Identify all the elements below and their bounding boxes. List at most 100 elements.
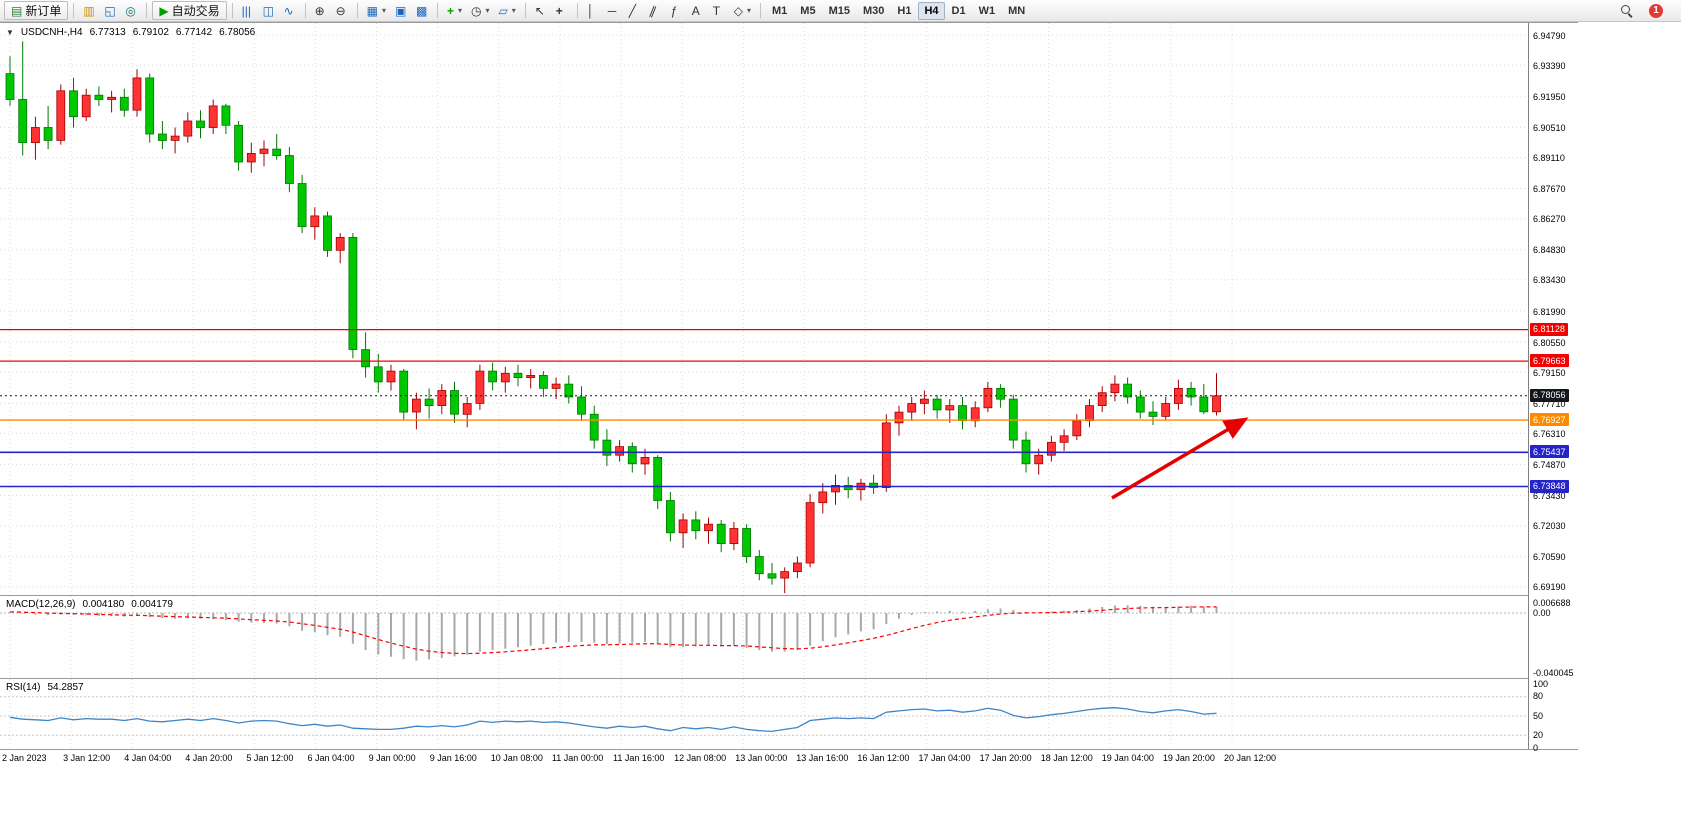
rsi-name: RSI(14) — [6, 682, 41, 693]
macd-axis-label: 0.00 — [1533, 607, 1551, 618]
channel-icon: ∥ — [647, 2, 659, 19]
horizontal-line-button[interactable]: ─ — [604, 1, 624, 20]
template-icon: ▱ — [498, 3, 508, 18]
macd-canvas[interactable] — [0, 596, 1528, 679]
indicator-plus-icon: + — [446, 3, 454, 18]
zoom-out-button[interactable]: ⊖ — [332, 1, 352, 20]
line-chart-icon: ∿ — [283, 3, 294, 18]
rsi-indicator-panel: RSI(14) 54.2857 — [0, 678, 1528, 750]
time-label: 13 Jan 00:00 — [735, 753, 788, 763]
autotrading-button[interactable]: ▶ 自动交易 — [152, 1, 227, 20]
periods-button[interactable]: ◷ ▾ — [467, 1, 494, 20]
timeframe-button-m30[interactable]: M30 — [857, 2, 890, 20]
rsi-axis-label: 20 — [1533, 729, 1544, 740]
cursor-button[interactable]: ↖ — [531, 1, 551, 20]
ohlc-open-value: 6.77313 — [89, 27, 126, 38]
text-button[interactable]: A — [688, 1, 708, 20]
timeframe-button-m15[interactable]: M15 — [823, 2, 856, 20]
market-watch-icon: ▥ — [83, 3, 95, 18]
price-axis-label: 6.74870 — [1533, 460, 1566, 470]
trend-arrow[interactable] — [1111, 417, 1249, 500]
cascade-windows-button[interactable]: ▣ — [391, 1, 411, 20]
rsi-canvas[interactable] — [0, 679, 1528, 750]
indicators-button[interactable]: + ▾ — [443, 1, 466, 20]
price-badge-6.76927: 6.76927 — [1530, 413, 1569, 427]
price-gridlines — [0, 34, 1528, 588]
crosshair-button[interactable]: + — [552, 1, 572, 20]
time-label: 12 Jan 08:00 — [674, 753, 727, 763]
timeframe-button-m5[interactable]: M5 — [794, 2, 821, 20]
trendline-icon: ╱ — [628, 3, 636, 18]
time-label: 18 Jan 12:00 — [1040, 753, 1093, 763]
zoom-in-button[interactable]: ⊕ — [311, 1, 331, 20]
time-label: 17 Jan 20:00 — [979, 753, 1032, 763]
time-label: 11 Jan 00:00 — [551, 753, 604, 763]
bar-chart-button[interactable]: ||| — [238, 1, 258, 20]
search-icon — [1621, 4, 1633, 17]
cascade-icon: ▣ — [394, 3, 407, 18]
time-label: 19 Jan 20:00 — [1162, 753, 1215, 763]
price-badge-6.81128: 6.81128 — [1530, 322, 1568, 336]
price-axis[interactable]: 6.94790 6.93390 6.91950 6.90510 6.89110 6.876… — [1528, 23, 1578, 753]
toolbar-separator — [304, 3, 306, 18]
crosshair-icon: + — [555, 3, 563, 18]
arrange-windows-button[interactable]: ▩ — [412, 1, 432, 20]
time-label: 20 Jan 12:00 — [1224, 753, 1277, 763]
price-axis-label: 6.93390 — [1533, 60, 1566, 71]
fibonacci-button[interactable]: ƒ — [667, 1, 687, 20]
timeframe-button-h4[interactable]: H4 — [918, 1, 945, 20]
time-gridlines — [9, 23, 1233, 595]
price-axis-label: 6.72030 — [1533, 521, 1566, 532]
channel-button[interactable]: ∥ — [646, 1, 666, 20]
dropdown-caret-icon: ▾ — [746, 6, 751, 15]
rsi-axis-label: 80 — [1533, 691, 1544, 702]
navigator-button[interactable]: ◎ — [121, 1, 141, 20]
time-axis[interactable]: 2 Jan 2023 3 Jan 12:00 4 Jan 04:00 4 Jan 20… — [0, 749, 1578, 767]
timeframe-button-m1[interactable]: M1 — [766, 2, 793, 20]
macd-label: MACD(12,26,9) 0.004180 0.004179 — [6, 599, 173, 610]
time-label: 13 Jan 16:00 — [796, 753, 849, 763]
macd-axis-label: 0.006688 — [1533, 597, 1571, 608]
vertical-line-button[interactable]: │ — [583, 1, 603, 20]
navigator-icon: ◎ — [125, 3, 136, 18]
time-label: 9 Jan 16:00 — [429, 753, 477, 763]
chart-window: ▼ USDCNH-,H4 6.77313 6.79102 6.77142 6.7… — [0, 22, 1578, 767]
macd-signal-value: 0.004179 — [131, 599, 173, 610]
shapes-icon: ◇ — [733, 3, 743, 18]
chart-collapse-icon[interactable]: ▼ — [6, 28, 14, 37]
candlestick-chart-button[interactable]: ◫ — [259, 1, 279, 20]
label-button[interactable]: T — [709, 1, 729, 20]
timeframe-button-d1[interactable]: D1 — [946, 2, 972, 20]
candlestick-icon: ◫ — [262, 3, 274, 18]
tile-windows-button[interactable]: ▦ ▾ — [363, 1, 390, 20]
time-label: 11 Jan 16:00 — [613, 753, 665, 763]
data-window-button[interactable]: ◱ — [100, 1, 120, 20]
trendline-button[interactable]: ╱ — [625, 1, 645, 20]
market-watch-button[interactable]: ▥ — [79, 1, 99, 20]
search-button[interactable] — [1617, 1, 1637, 20]
notification-badge[interactable]: 1 — [1649, 3, 1663, 18]
new-order-button[interactable]: ▤ 新订单 — [4, 1, 69, 20]
line-chart-button[interactable]: ∿ — [280, 1, 300, 20]
macd-histogram — [9, 605, 1218, 661]
price-axis-label: 6.94790 — [1533, 30, 1566, 41]
cursor-icon: ↖ — [534, 3, 545, 18]
templates-button[interactable]: ▱ ▾ — [495, 1, 520, 20]
main-chart-canvas[interactable] — [0, 23, 1528, 595]
price-axis-label: 6.70590 — [1533, 552, 1566, 563]
rsi-value: 54.2857 — [47, 682, 84, 693]
toolbar-separator — [146, 3, 148, 18]
rsi-label: RSI(14) 54.2857 — [6, 682, 84, 693]
timeframe-button-h1[interactable]: H1 — [891, 2, 917, 20]
price-badge-6.79663: 6.79663 — [1530, 354, 1569, 368]
macd-main-value: 0.004180 — [82, 599, 125, 610]
toolbar-separator — [73, 3, 75, 18]
toolbar-separator — [436, 3, 438, 18]
price-axis-label: 6.77710 — [1533, 398, 1566, 409]
price-axis-label: 6.73430 — [1533, 491, 1566, 501]
timeframe-button-mn[interactable]: MN — [1002, 2, 1031, 20]
timeframe-button-w1[interactable]: W1 — [973, 2, 1002, 20]
dropdown-caret-icon: ▾ — [485, 6, 490, 15]
shapes-button[interactable]: ◇ ▾ — [730, 1, 755, 20]
time-label: 2 Jan 2023 — [2, 753, 47, 763]
